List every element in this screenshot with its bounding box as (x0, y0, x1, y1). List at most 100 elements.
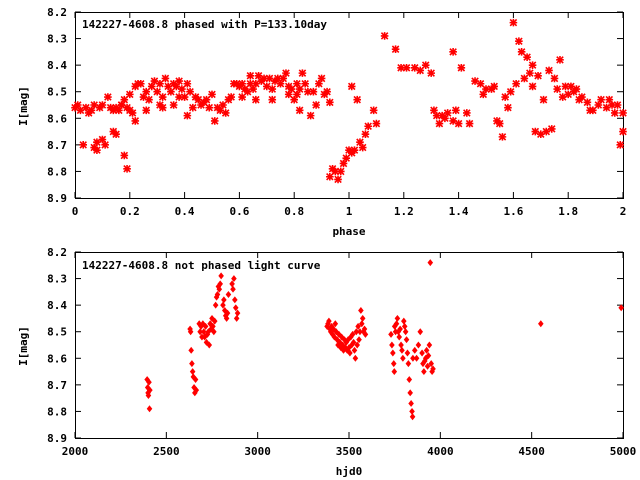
data-point (398, 341, 404, 349)
data-point (578, 93, 586, 101)
data-point (597, 95, 605, 104)
y-tick-label: 8.7 (47, 379, 67, 392)
y-tick-label: 8.2 (47, 6, 67, 19)
y-tick-label: 8.3 (47, 273, 67, 286)
data-point (211, 317, 218, 325)
y-tick-label: 8.3 (47, 33, 67, 46)
data-point (189, 103, 197, 112)
data-point (164, 82, 172, 91)
data-point (193, 386, 200, 394)
x-tick-label: 5000 (610, 445, 637, 458)
y-tick-label: 8.6 (47, 112, 67, 125)
data-point (391, 45, 400, 53)
data-point (221, 296, 227, 304)
x-tick-label: 2 (620, 205, 627, 218)
data-point (202, 322, 209, 330)
data-point (252, 95, 260, 104)
x-tick-label: 1.8 (558, 205, 578, 218)
y-tick-label: 8.9 (47, 192, 67, 205)
y-tick-label: 8.6 (47, 352, 67, 365)
y-tick-label: 8.8 (47, 165, 67, 178)
data-point (231, 275, 237, 283)
data-point (357, 328, 363, 336)
data-point (252, 79, 260, 88)
data-point (388, 330, 394, 338)
data-point (203, 338, 210, 346)
data-point (613, 101, 622, 109)
data-point (156, 79, 164, 88)
data-point (558, 93, 567, 101)
data-point (372, 119, 381, 128)
data-point (506, 87, 515, 96)
unphased-x-ticks: 2000 2500 3000 3500 4000 4500 5000 (62, 252, 637, 458)
data-point (161, 74, 170, 83)
data-point (347, 82, 356, 91)
data-point (537, 130, 545, 139)
data-point (441, 114, 449, 123)
phased-panel: 0 0.2 0.4 0.6 0.8 1 1.2 1.4 1.6 1.8 2 8.2 8.3 8.4 8.5… (17, 6, 627, 238)
data-point (350, 338, 357, 346)
data-point (354, 341, 361, 349)
data-point (249, 85, 257, 93)
data-point (583, 98, 592, 107)
data-point (139, 93, 148, 101)
data-point (495, 119, 504, 128)
data-point (534, 71, 542, 80)
data-point (117, 101, 126, 109)
phased-x-ticks: 0 0.2 0.4 0.6 0.8 1 1.2 1.4 1.6 1.8 2 (72, 12, 627, 218)
data-point (517, 48, 526, 56)
data-point (189, 368, 196, 376)
data-point (347, 349, 353, 357)
data-point (528, 61, 537, 69)
data-point (425, 352, 432, 360)
data-point (279, 74, 288, 83)
data-point (352, 354, 359, 362)
data-point (401, 317, 407, 325)
data-point (187, 328, 194, 336)
y-tick-label: 8.7 (47, 139, 67, 152)
data-point (246, 71, 255, 80)
data-point (260, 74, 268, 83)
data-point (545, 66, 553, 75)
data-point (449, 48, 457, 56)
data-point (454, 119, 463, 128)
data-point (421, 368, 427, 376)
data-point (175, 77, 183, 85)
data-point (265, 74, 274, 83)
data-point (180, 93, 189, 101)
data-point (202, 95, 211, 104)
data-point (553, 85, 562, 93)
data-point (224, 309, 231, 317)
data-point (101, 141, 109, 149)
data-point (142, 87, 151, 96)
data-point (561, 82, 570, 91)
phased-x-axis-title: phase (332, 225, 365, 238)
data-point (293, 90, 301, 99)
data-point (312, 101, 320, 109)
data-point (539, 95, 548, 104)
data-point (547, 125, 556, 133)
data-point (268, 85, 277, 93)
data-point (616, 141, 625, 149)
data-point (306, 111, 315, 120)
data-point (413, 354, 420, 362)
data-point (136, 79, 145, 88)
data-point (220, 301, 226, 309)
data-point (426, 341, 433, 349)
data-point (423, 346, 430, 354)
data-point (284, 90, 293, 99)
data-point (476, 79, 485, 88)
data-point (98, 101, 107, 109)
data-point (402, 328, 409, 336)
data-point (358, 143, 367, 152)
data-point (175, 93, 183, 101)
data-point (197, 328, 203, 336)
data-point (238, 93, 246, 101)
data-point (82, 103, 90, 112)
data-point (158, 103, 167, 112)
x-tick-label: 2500 (153, 445, 180, 458)
data-point (415, 341, 422, 349)
data-point (538, 320, 544, 328)
data-point (393, 320, 400, 328)
